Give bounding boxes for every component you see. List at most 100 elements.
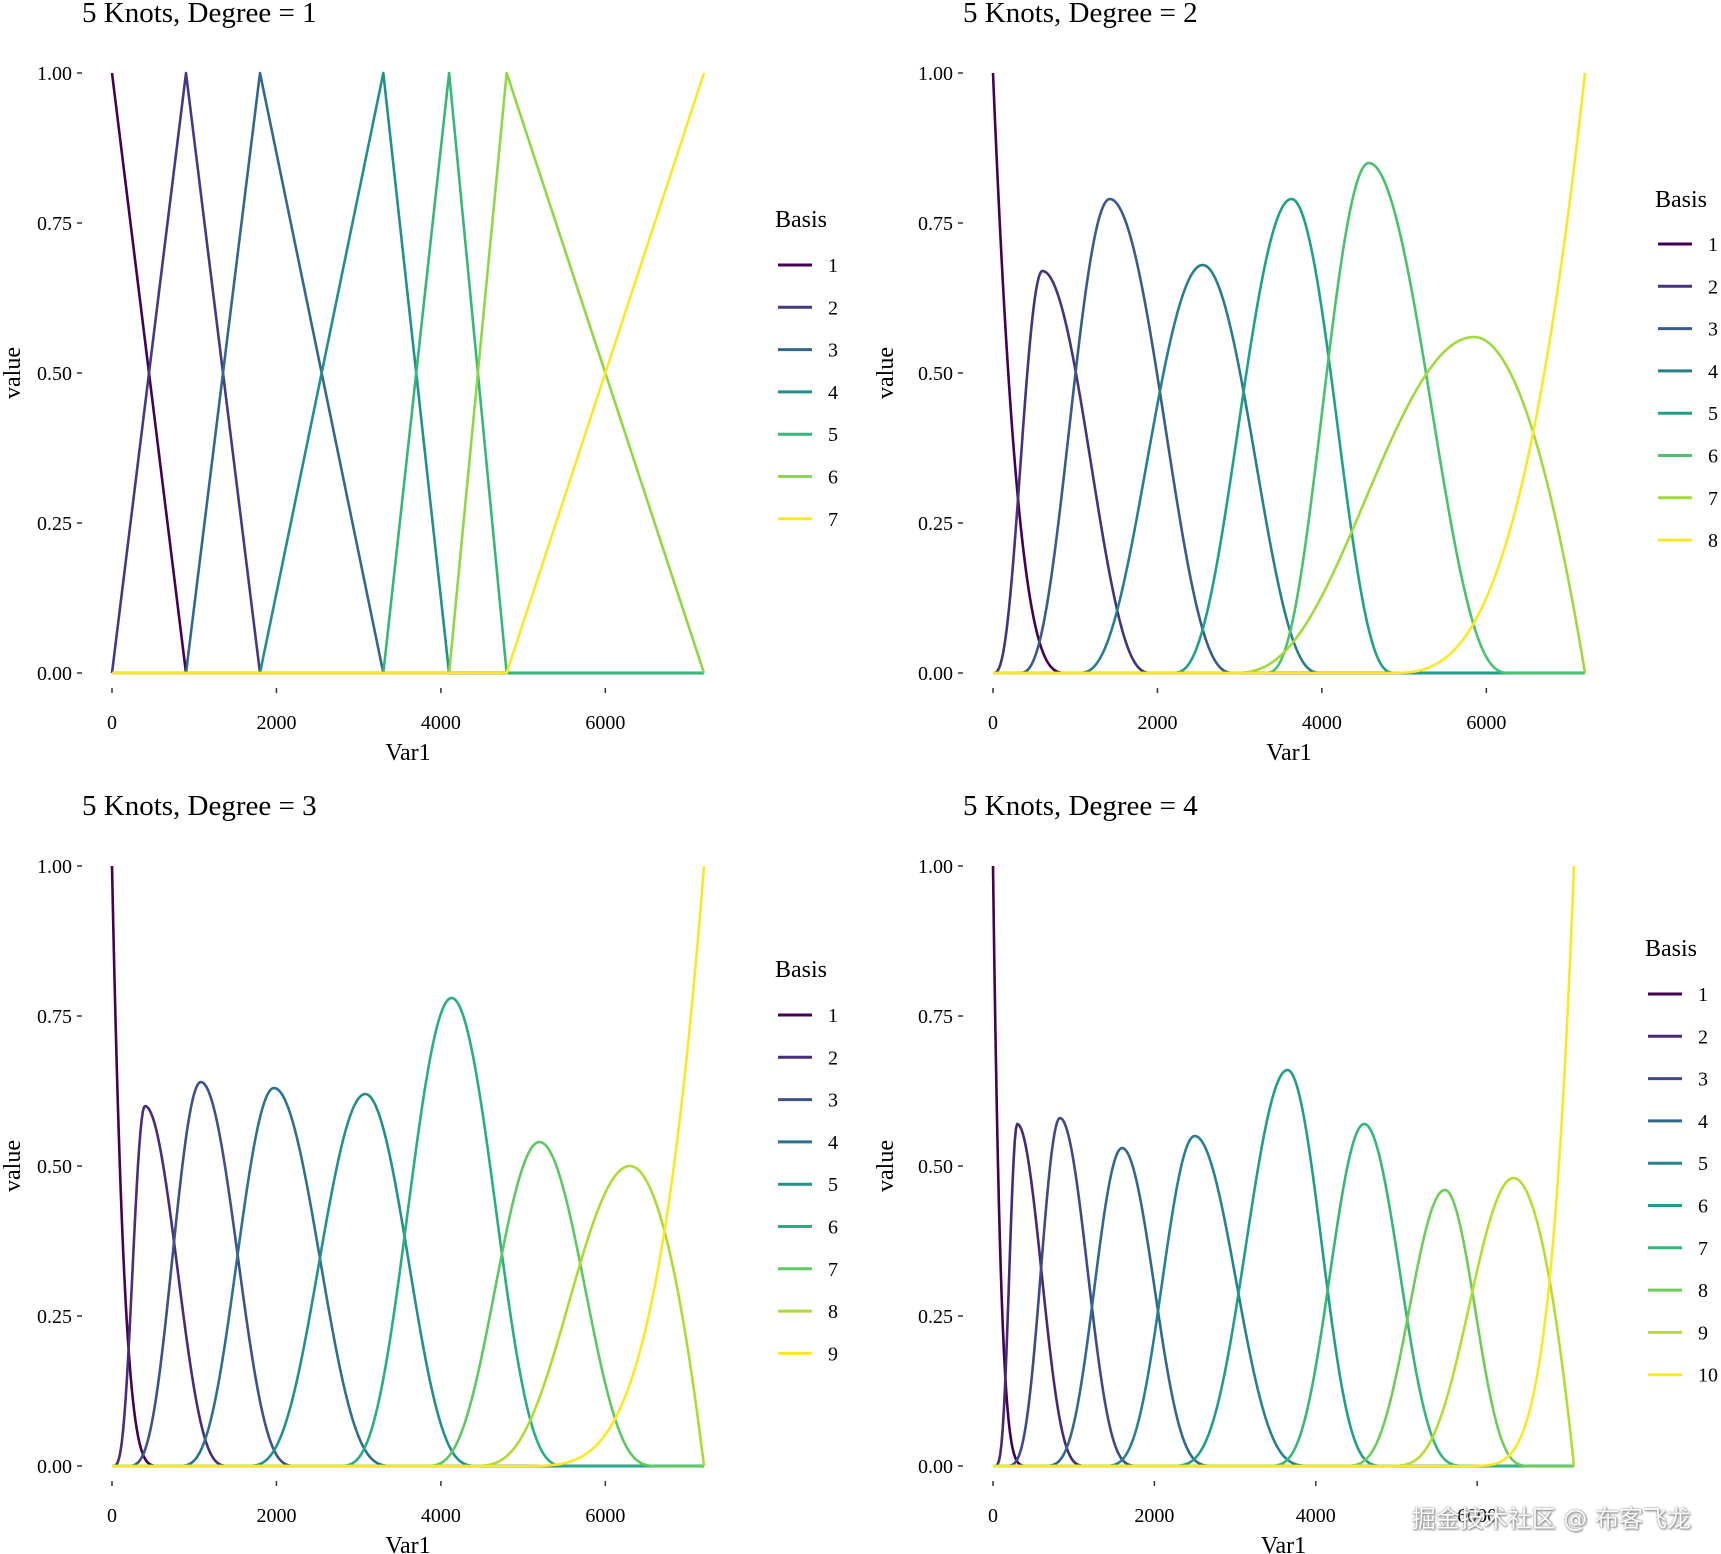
series-line-5 (992, 1134, 1575, 1468)
y-axis-label: value (0, 347, 26, 399)
panel-3: 5 Knots, Degree = 3 0.00 0.25 0.50 0.75 1.00 0… (0, 790, 838, 1554)
panel-1: 5 Knots, Degree = 1 0.00 0.25 0.50 0.75 1.00 0… (0, 0, 838, 766)
y-tick-label: 0.25 (918, 513, 953, 535)
y-tick-label: 0.00 (37, 1456, 72, 1478)
legend-label-1: 1 (1708, 234, 1718, 256)
series-line-7 (992, 335, 1587, 675)
series-line-2 (992, 1122, 1575, 1468)
legend-label-9: 9 (828, 1343, 838, 1365)
x-tick-label: 4000 (1296, 1505, 1336, 1527)
series-line-4 (112, 71, 704, 675)
y-tick-label: 0.00 (37, 663, 72, 685)
y-tick-label: 0.50 (918, 1156, 953, 1178)
x-tick-label: 0 (107, 1505, 117, 1527)
x-tick-label: 6000 (585, 712, 625, 734)
legend-label-3: 3 (828, 1090, 838, 1112)
series-line-1 (110, 865, 705, 1468)
y-tick-label: 0.00 (918, 1456, 953, 1478)
series-line-5 (112, 71, 704, 675)
x-tick-label: 0 (988, 1505, 998, 1527)
legend-label-5: 5 (828, 1174, 838, 1196)
y-tick-label: 1.00 (918, 63, 953, 85)
series-line-1 (991, 72, 1586, 675)
series-line-6 (111, 996, 705, 1468)
chart-title: 5 Knots, Degree = 2 (963, 0, 1198, 29)
series-line-3 (992, 197, 1586, 675)
legend-label-5: 5 (1708, 403, 1718, 425)
legend-label-4: 4 (1708, 361, 1718, 383)
series-line-5 (992, 197, 1586, 675)
panel-4: 5 Knots, Degree = 4 0.00 0.25 0.50 0.75 1.00 0… (873, 790, 1718, 1554)
series-line-4 (992, 1146, 1575, 1468)
y-tick-label: 0.75 (37, 1006, 72, 1028)
legend-label-8: 8 (1698, 1280, 1708, 1302)
series-line-3 (992, 1116, 1575, 1468)
series-line-10 (992, 865, 1576, 1468)
legend-label-5: 5 (828, 424, 838, 446)
series-line-7 (112, 72, 706, 675)
legend-label-4: 4 (828, 1132, 838, 1154)
series-line-6 (992, 161, 1586, 675)
x-tick-label: 2000 (256, 712, 296, 734)
series-line-1 (110, 72, 704, 675)
legend-label-8: 8 (1708, 530, 1718, 552)
x-tick-label: 2000 (256, 1505, 296, 1527)
legend-label-4: 4 (828, 382, 838, 404)
y-tick-label: 0.50 (37, 1156, 72, 1178)
x-tick-label: 6000 (1466, 712, 1506, 734)
x-axis-label: Var1 (385, 740, 430, 766)
legend-label-7: 7 (1698, 1238, 1708, 1260)
y-axis-label: value (873, 1140, 899, 1192)
series-line-3 (112, 71, 704, 675)
y-tick-label: 1.00 (37, 856, 72, 878)
y-tick-label: 0.50 (918, 363, 953, 385)
legend-title: Basis (775, 957, 827, 983)
legend-label-1: 1 (828, 255, 838, 277)
x-tick-label: 6000 (585, 1505, 625, 1527)
legend-title: Basis (1645, 936, 1697, 962)
series-line-2 (111, 1104, 705, 1468)
x-tick-label: 6000 (1457, 1505, 1497, 1527)
x-tick-label: 2000 (1137, 712, 1177, 734)
legend-label-2: 2 (1698, 1026, 1708, 1048)
series-line-4 (111, 1086, 705, 1468)
y-tick-label: 1.00 (918, 856, 953, 878)
legend-label-3: 3 (1708, 319, 1718, 341)
legend-label-6: 6 (828, 467, 838, 489)
legend-label-2: 2 (828, 297, 838, 319)
legend-label-1: 1 (828, 1005, 838, 1027)
series-line-3 (111, 1080, 705, 1468)
panel-2: 5 Knots, Degree = 2 0.00 0.25 0.50 0.75 1.00 0… (873, 0, 1718, 766)
series-line-8 (992, 72, 1587, 675)
x-tick-label: 0 (107, 712, 117, 734)
x-axis-label: Var1 (1261, 1533, 1306, 1554)
series-line-5 (111, 1092, 705, 1468)
legend-label-10: 10 (1698, 1365, 1718, 1387)
legend-label-1: 1 (1698, 984, 1708, 1006)
x-axis-label: Var1 (1266, 740, 1311, 766)
legend-label-7: 7 (828, 509, 838, 531)
y-tick-label: 0.25 (37, 1306, 72, 1328)
y-tick-label: 1.00 (37, 63, 72, 85)
legend-label-7: 7 (1708, 488, 1718, 510)
series-line-2 (110, 71, 704, 675)
series-line-6 (992, 1068, 1575, 1468)
series-line-6 (112, 71, 706, 675)
watermark-text: 掘金技术社区 @ 布客飞龙 (1411, 1505, 1691, 1533)
legend-label-3: 3 (828, 340, 838, 362)
x-tick-label: 4000 (421, 712, 461, 734)
x-axis-label: Var1 (385, 1533, 430, 1554)
y-tick-label: 0.75 (918, 1006, 953, 1028)
y-tick-label: 0.25 (37, 513, 72, 535)
chart-title: 5 Knots, Degree = 1 (82, 0, 317, 29)
legend-label-2: 2 (828, 1047, 838, 1069)
legend-label-8: 8 (828, 1301, 838, 1323)
x-tick-label: 0 (988, 712, 998, 734)
legend-label-6: 6 (1708, 446, 1718, 468)
y-tick-label: 0.25 (918, 1306, 953, 1328)
y-tick-label: 0.50 (37, 363, 72, 385)
legend-label-9: 9 (1698, 1322, 1708, 1344)
legend-title: Basis (775, 207, 827, 233)
x-tick-label: 4000 (421, 1505, 461, 1527)
